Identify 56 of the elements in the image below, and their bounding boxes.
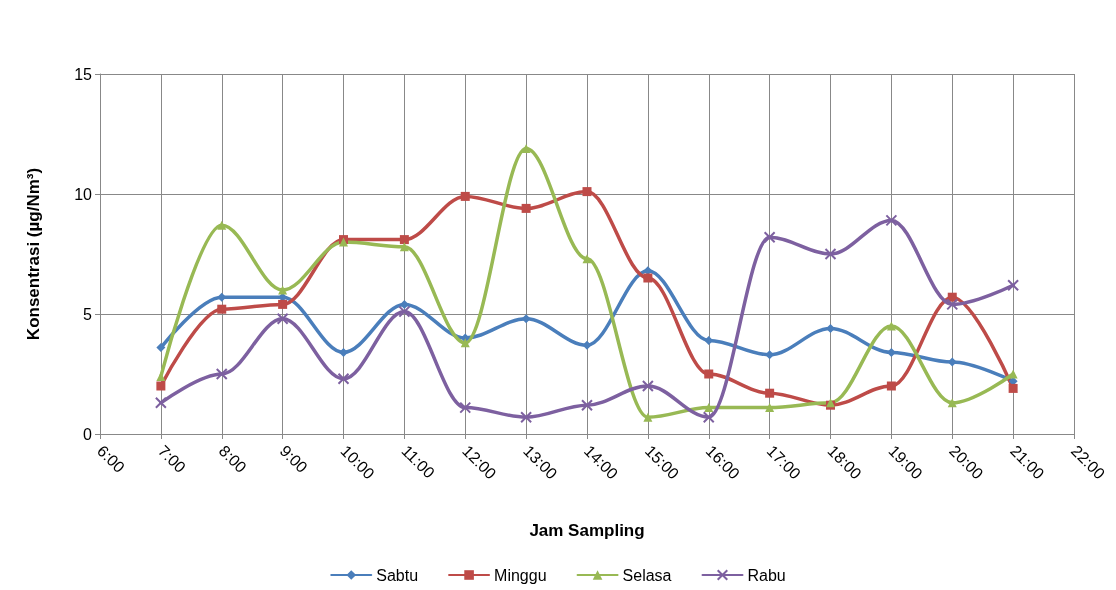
point	[156, 381, 166, 391]
point	[399, 299, 409, 309]
point	[582, 254, 592, 264]
point	[276, 312, 289, 325]
point	[704, 369, 714, 379]
y-tick-label: 10	[74, 185, 93, 203]
point	[582, 340, 592, 350]
x-axis-title: Jam Sampling	[529, 521, 645, 540]
point	[278, 285, 288, 295]
point	[156, 371, 166, 381]
point	[582, 187, 592, 197]
point	[765, 388, 775, 398]
point	[1008, 383, 1018, 393]
point	[398, 305, 411, 318]
point	[702, 411, 715, 424]
point	[824, 248, 837, 260]
point	[765, 403, 775, 413]
x-tick-label: 7:00	[154, 441, 189, 477]
legend-label: Sabtu	[376, 566, 419, 584]
point	[946, 298, 959, 311]
point	[643, 273, 653, 283]
y-tick-label: 5	[83, 305, 93, 323]
point	[763, 231, 776, 244]
point	[643, 412, 653, 422]
point	[521, 203, 531, 213]
point	[521, 314, 531, 324]
point	[886, 381, 896, 391]
point	[459, 401, 472, 414]
legend-label: Rabu	[747, 566, 786, 584]
point	[154, 396, 167, 409]
point	[885, 214, 898, 227]
point	[217, 220, 227, 230]
point	[1008, 369, 1018, 379]
legend-label: Selasa	[622, 566, 672, 584]
y-tick-label: 15	[74, 65, 93, 83]
point	[278, 299, 288, 309]
y-axis-title: Konsentrasi (µg/Nm³)	[24, 167, 43, 341]
y-tick-label: 0	[83, 425, 93, 443]
point	[581, 399, 593, 412]
point	[399, 235, 409, 245]
point	[337, 372, 350, 385]
point	[217, 304, 227, 314]
point	[1007, 279, 1020, 292]
x-tick-label: 9:00	[276, 441, 311, 477]
point	[339, 347, 348, 357]
point	[156, 343, 166, 353]
point	[641, 380, 654, 392]
legend-label: Minggu	[494, 566, 547, 584]
point	[520, 411, 533, 424]
point	[460, 191, 470, 201]
point	[886, 321, 896, 331]
x-tick-label: 8:00	[215, 441, 250, 477]
point	[826, 323, 835, 333]
point	[521, 143, 531, 153]
point	[215, 368, 228, 380]
x-tick-label: 6:00	[93, 441, 129, 477]
